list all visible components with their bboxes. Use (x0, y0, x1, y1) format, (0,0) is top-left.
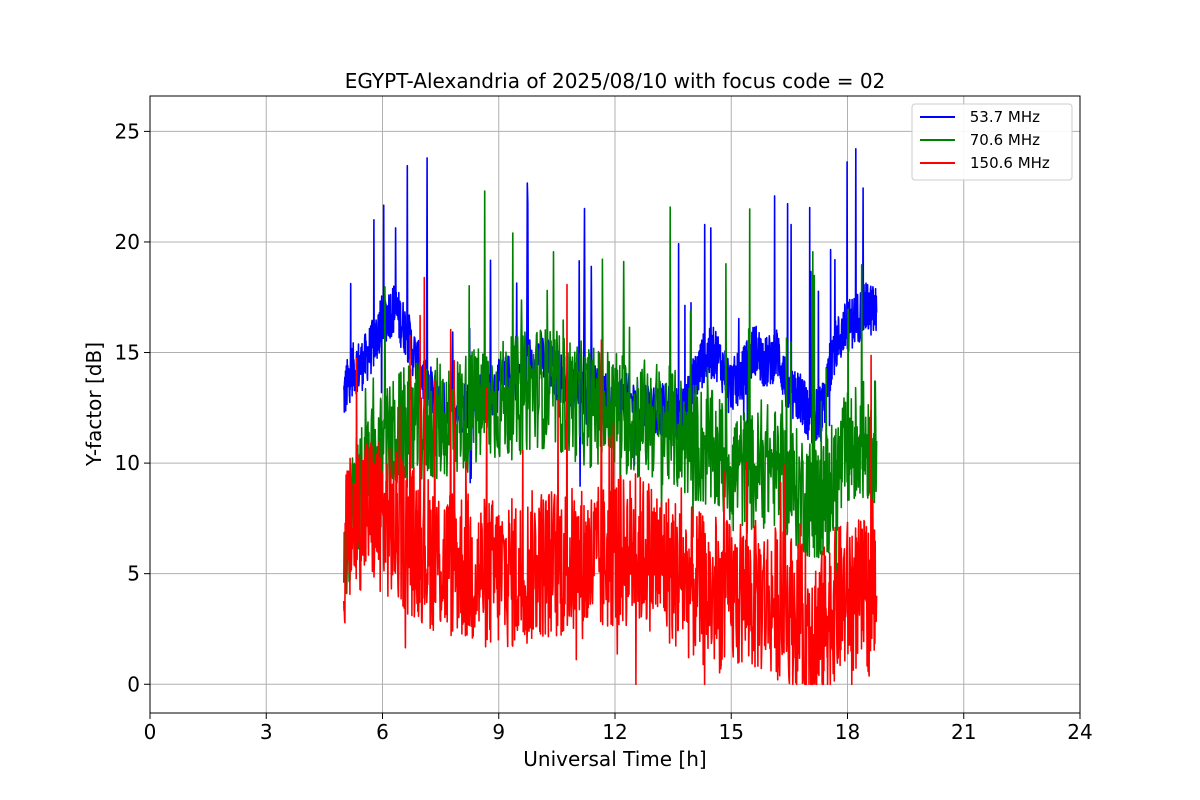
chart-title: EGYPT-Alexandria of 2025/08/10 with focu… (345, 69, 886, 93)
x-tick-label: 0 (144, 720, 157, 744)
y-tick-label: 0 (127, 672, 140, 696)
y-tick-label: 25 (115, 119, 140, 143)
x-tick-label: 9 (492, 720, 505, 744)
legend-box (911, 103, 1073, 181)
y-tick-label: 20 (115, 230, 140, 254)
y-tick-label: 10 (115, 451, 140, 475)
y-tick-label: 15 (115, 341, 140, 365)
x-tick-label: 12 (602, 720, 627, 744)
x-tick-label: 15 (719, 720, 744, 744)
x-tick-label: 6 (376, 720, 389, 744)
x-tick-label: 21 (951, 720, 976, 744)
tick-layer: 0 3 6 9 12 15 18 21 24 0 5 10 15 20 25 (115, 119, 1093, 744)
x-tick-label: 18 (835, 720, 860, 744)
series-layer (343, 148, 878, 686)
series-line-2 (343, 276, 878, 686)
x-axis-title: Universal Time [h] (523, 747, 706, 771)
x-tick-label: 3 (260, 720, 273, 744)
legend: 53.7 MHz 70.6 MHz 150.6 MHz (911, 103, 1073, 181)
x-tick-label: 24 (1067, 720, 1092, 744)
legend-label-150-6: 150.6 MHz (970, 154, 1050, 172)
legend-label-70-6: 70.6 MHz (965, 131, 1040, 149)
y-tick-label: 5 (127, 562, 140, 586)
legend-label-53-7: 53.7 MHz (965, 108, 1040, 126)
series-line-1 (343, 190, 878, 611)
y-axis-title: Y-factor [dB] (82, 342, 106, 467)
